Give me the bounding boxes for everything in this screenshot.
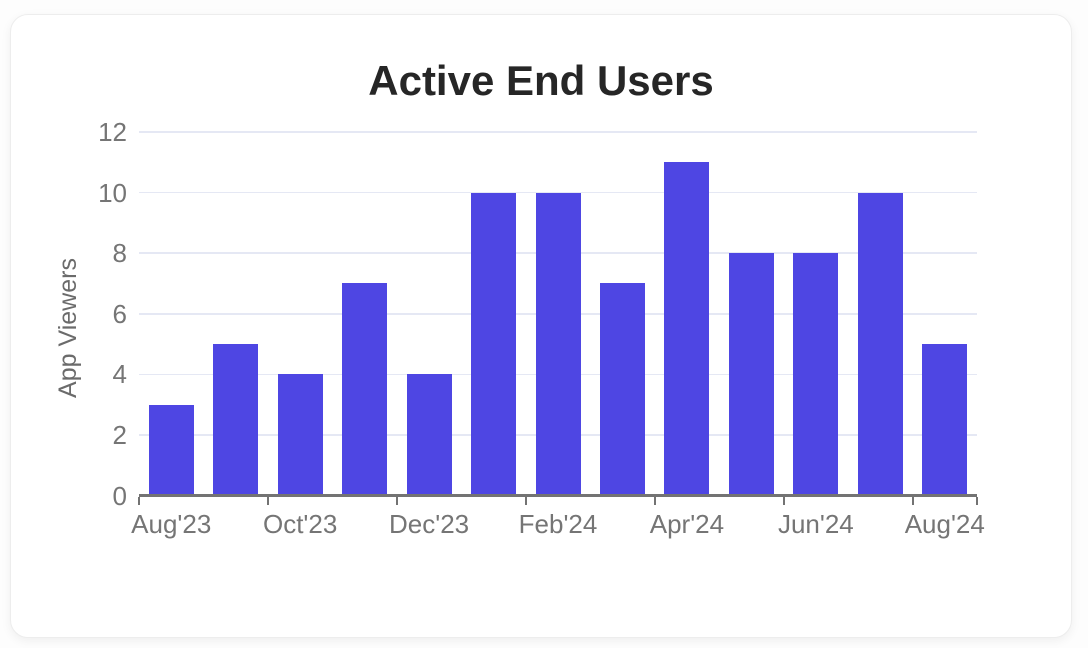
bar-nov-23[interactable] xyxy=(342,283,388,496)
bar-apr-24[interactable] xyxy=(664,162,710,496)
x-tick-label-oct-23: Oct'23 xyxy=(262,508,338,539)
x-tick-13 xyxy=(976,497,978,505)
chart-title: Active End Users xyxy=(368,57,714,104)
gridline-y-12 xyxy=(139,131,977,133)
bar-jan-24[interactable] xyxy=(471,192,517,496)
bar-chart-plot-area: 0 2 4 6 8 10 12 Aug'23 Oct'23 Dec'23 Feb'24 Apr'24 J… xyxy=(11,15,1071,637)
bar-may-24[interactable] xyxy=(728,253,774,496)
x-tick-0 xyxy=(138,497,140,505)
x-tick-8 xyxy=(653,497,656,505)
x-tick-6 xyxy=(524,497,527,505)
x-axis-line xyxy=(139,494,977,497)
chart-card: Active End Users App Viewers 0 2 4 6 8 10 12 Au… xyxy=(10,14,1072,638)
x-tick-label-feb-24: Feb'24 xyxy=(518,508,598,539)
bar-jun-24[interactable] xyxy=(793,253,839,496)
y-tick-label-6: 6 xyxy=(112,298,127,329)
y-tick-label-4: 4 xyxy=(112,359,127,390)
y-tick-label-8: 8 xyxy=(112,238,127,269)
x-tick-label-apr-24: Apr'24 xyxy=(649,508,725,539)
bar-feb-24[interactable] xyxy=(535,192,581,496)
x-tick-label-jun-24: Jun'24 xyxy=(777,508,854,539)
x-tick-10 xyxy=(782,497,785,505)
x-tick-label-dec-23: Dec'23 xyxy=(389,508,470,539)
x-tick-12 xyxy=(911,497,914,505)
bar-aug-23[interactable] xyxy=(148,404,194,496)
y-tick-label-12: 12 xyxy=(98,117,127,147)
bar-oct-23[interactable] xyxy=(277,374,323,496)
bar-aug-24[interactable] xyxy=(922,344,968,496)
x-tick-label-aug-23: Aug'23 xyxy=(131,508,212,539)
x-tick-4 xyxy=(395,497,398,505)
bar-jul-24[interactable] xyxy=(857,192,903,496)
bar-sep-23[interactable] xyxy=(213,344,259,496)
y-tick-label-2: 2 xyxy=(112,419,127,450)
x-tick-2 xyxy=(266,497,269,505)
y-tick-label-10: 10 xyxy=(98,177,127,208)
y-tick-label-0: 0 xyxy=(112,480,127,511)
x-tick-label-aug-24: Aug'24 xyxy=(904,508,985,539)
bar-dec-23[interactable] xyxy=(406,374,452,496)
bar-mar-24[interactable] xyxy=(599,283,645,496)
